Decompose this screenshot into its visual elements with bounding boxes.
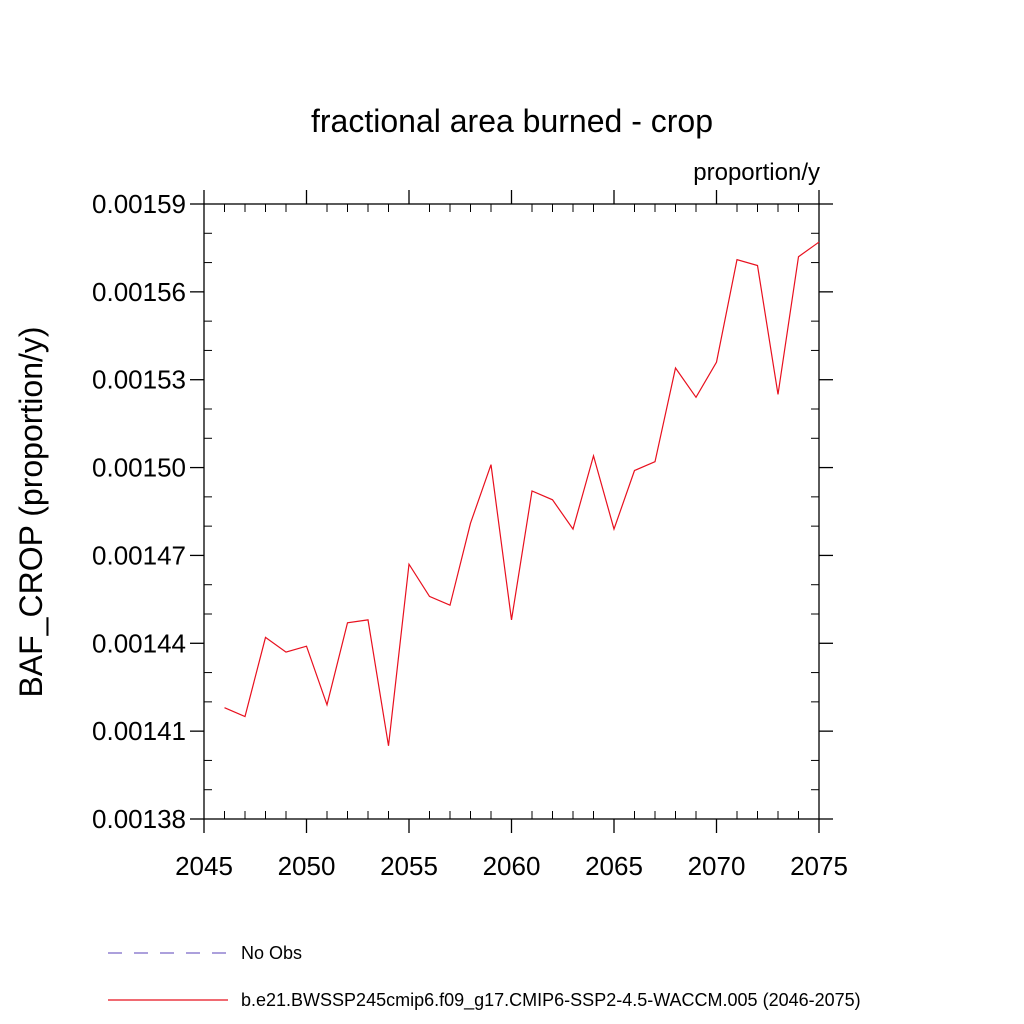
series-line-1 [224, 241, 820, 746]
y-tick-label: 0.00156 [92, 277, 186, 307]
x-tick-label: 2050 [278, 851, 336, 881]
x-tick-label: 2060 [483, 851, 541, 881]
y-tick-label: 0.00147 [92, 540, 186, 570]
legend-label: No Obs [241, 943, 302, 963]
y-tick-label: 0.00150 [92, 453, 186, 483]
x-tick-label: 2065 [585, 851, 643, 881]
y-tick-label: 0.00153 [92, 365, 186, 395]
plot-frame [203, 203, 820, 820]
legend-label: b.e21.BWSSP245cmip6.f09_g17.CMIP6-SSP2-4… [241, 990, 861, 1011]
x-tick-label: 2070 [688, 851, 746, 881]
major-ticks [190, 190, 833, 833]
x-tick-labels: 2045 2050 2055 2060 2065 2070 2075 [175, 851, 848, 881]
minor-ticks [204, 204, 819, 819]
y-tick-labels: 0.00138 0.00141 0.00144 0.00147 0.00150 0.001… [92, 189, 186, 834]
y-axis-label: BAF_CROP (proportion/y) [13, 326, 49, 697]
legend: No Obs b.e21.BWSSP245cmip6.f09_g17.CMIP6-… [108, 943, 861, 1011]
x-tick-label: 2075 [790, 851, 848, 881]
y-tick-label: 0.00138 [92, 804, 186, 834]
y-tick-label: 0.00159 [92, 189, 186, 219]
chart-title: fractional area burned - crop [311, 103, 713, 139]
x-tick-label: 2045 [175, 851, 233, 881]
units-label: proportion/y [693, 159, 820, 186]
y-tick-label: 0.00141 [92, 716, 186, 746]
series-lines [224, 241, 820, 746]
x-tick-label: 2055 [380, 851, 438, 881]
y-tick-label: 0.00144 [92, 628, 186, 658]
